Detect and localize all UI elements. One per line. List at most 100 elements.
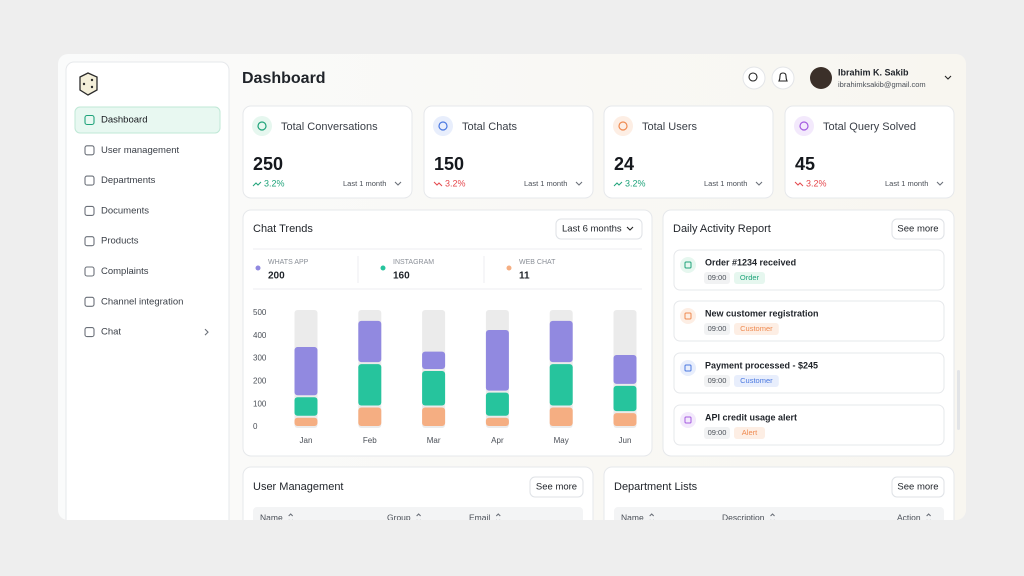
legend-dot bbox=[255, 265, 261, 271]
see-more-label: See more bbox=[897, 482, 938, 493]
period-filter[interactable] bbox=[555, 218, 643, 240]
stat-period[interactable]: Last 1 month bbox=[885, 179, 928, 188]
stat-card bbox=[784, 105, 955, 199]
activity-title: Payment processed - $245 bbox=[705, 360, 818, 370]
stat-label: Total Users bbox=[642, 121, 698, 133]
bar-segment bbox=[422, 371, 446, 406]
y-tick-label: 500 bbox=[253, 308, 267, 317]
time-pill bbox=[704, 272, 730, 284]
menu-item[interactable]: Channel integration bbox=[101, 296, 183, 307]
bar-segment bbox=[613, 413, 637, 426]
menu-item[interactable]: Documents bbox=[101, 205, 149, 216]
legend-dot bbox=[506, 265, 512, 271]
bar-segment bbox=[549, 320, 573, 363]
activity-time: 09:00 bbox=[708, 376, 727, 385]
sort-icon bbox=[649, 513, 655, 520]
stat-icon bbox=[433, 116, 453, 136]
avatar[interactable] bbox=[810, 67, 832, 89]
stat-period[interactable]: Last 1 month bbox=[343, 179, 386, 188]
stat-label: Total Conversations bbox=[281, 121, 378, 133]
chevron bbox=[394, 181, 402, 186]
table-header bbox=[614, 507, 944, 520]
menu-item[interactable]: Dashboard bbox=[101, 115, 147, 126]
y-tick-label: 400 bbox=[253, 331, 267, 340]
scrollbar bbox=[957, 370, 960, 430]
stat-card bbox=[423, 105, 594, 199]
search-button[interactable] bbox=[742, 66, 766, 90]
stat-period[interactable]: Last 1 month bbox=[524, 179, 567, 188]
stat-period[interactable]: Last 1 month bbox=[704, 179, 747, 188]
activity-list: Order #1234 received 09:00 Order New custom… bbox=[673, 249, 945, 446]
legend-total: 160 bbox=[393, 271, 410, 282]
bar-segment bbox=[422, 407, 446, 426]
sort-icon bbox=[495, 513, 501, 520]
y-tick-label: 300 bbox=[253, 354, 267, 363]
menu-item[interactable]: Departments bbox=[101, 175, 156, 186]
y-tick-label: 100 bbox=[253, 399, 267, 408]
sort-icon bbox=[416, 513, 422, 520]
activity-tag: Customer bbox=[740, 376, 773, 385]
column-header[interactable]: Name bbox=[260, 512, 283, 522]
section-title: Department Lists bbox=[614, 481, 698, 493]
tag-pill bbox=[734, 323, 779, 335]
menu-icon bbox=[84, 236, 95, 247]
menu-icon bbox=[84, 296, 95, 307]
menu-icon bbox=[84, 327, 95, 338]
menu-active[interactable] bbox=[74, 106, 221, 134]
menu-item[interactable]: User management bbox=[101, 145, 180, 156]
activity-icon-glyph bbox=[684, 364, 692, 372]
logo bbox=[79, 72, 98, 96]
menu-item[interactable]: Chat bbox=[101, 327, 121, 338]
activity-icon bbox=[680, 308, 696, 324]
column-header[interactable]: Action bbox=[897, 512, 921, 522]
section-title: User Management bbox=[253, 481, 344, 493]
stats: Total Conversations 250 3.2% Last 1 month To… bbox=[242, 105, 955, 199]
see-more-label: See more bbox=[536, 482, 577, 493]
sort-icon bbox=[288, 513, 294, 520]
column-header[interactable]: Description bbox=[722, 512, 765, 522]
stat-value: 250 bbox=[253, 154, 283, 174]
bar-segment bbox=[613, 385, 637, 412]
column-header[interactable]: Name bbox=[621, 512, 644, 522]
see-more-button[interactable] bbox=[529, 476, 584, 498]
menu-item[interactable]: Products bbox=[101, 236, 139, 247]
time-pill bbox=[704, 427, 730, 439]
user-menu-chevron[interactable] bbox=[944, 75, 952, 80]
stat-change: 3.2% bbox=[264, 178, 285, 188]
sort-icon bbox=[770, 513, 775, 520]
table-columns: Name Group Email Name Description Action bbox=[260, 512, 932, 522]
activity-tag: Customer bbox=[740, 324, 773, 333]
stat-icon-glyph bbox=[438, 121, 448, 131]
stat-icon bbox=[794, 116, 814, 136]
activity-title: Order #1234 received bbox=[705, 257, 796, 267]
search-icon bbox=[748, 72, 758, 82]
legend-dot bbox=[380, 265, 386, 271]
trend-icon bbox=[794, 181, 804, 187]
activity-time: 09:00 bbox=[708, 324, 727, 333]
activity-icon-glyph bbox=[684, 312, 692, 320]
stat-label: Total Query Solved bbox=[823, 121, 916, 133]
bar-segment bbox=[549, 407, 573, 426]
legend-name: INSTAGRAM bbox=[393, 259, 434, 266]
column-header[interactable]: Email bbox=[469, 512, 490, 522]
see-more-button[interactable] bbox=[891, 476, 945, 498]
menu-icon bbox=[84, 205, 95, 216]
activity-icon bbox=[680, 412, 696, 428]
stat-card bbox=[242, 105, 413, 199]
see-more-button[interactable] bbox=[891, 218, 945, 240]
menu-item[interactable]: Complaints bbox=[101, 266, 149, 277]
column-header[interactable]: Group bbox=[387, 512, 411, 522]
trend-icon bbox=[252, 181, 262, 187]
activity-title: API credit usage alert bbox=[705, 412, 797, 422]
legend-name: WHATS APP bbox=[268, 259, 309, 266]
stat-change: 3.2% bbox=[806, 178, 827, 188]
activity-title: New customer registration bbox=[705, 308, 819, 318]
bell-button[interactable] bbox=[771, 66, 795, 90]
stat-icon-glyph bbox=[257, 121, 267, 131]
time-pill bbox=[704, 375, 730, 387]
window: Dashboard User management Departments Docum… bbox=[58, 54, 966, 522]
tag-pill bbox=[734, 427, 765, 439]
x-tick-label: May bbox=[554, 436, 569, 445]
user-name: Ibrahim K. Sakib bbox=[838, 67, 909, 77]
sidebar bbox=[65, 61, 230, 520]
